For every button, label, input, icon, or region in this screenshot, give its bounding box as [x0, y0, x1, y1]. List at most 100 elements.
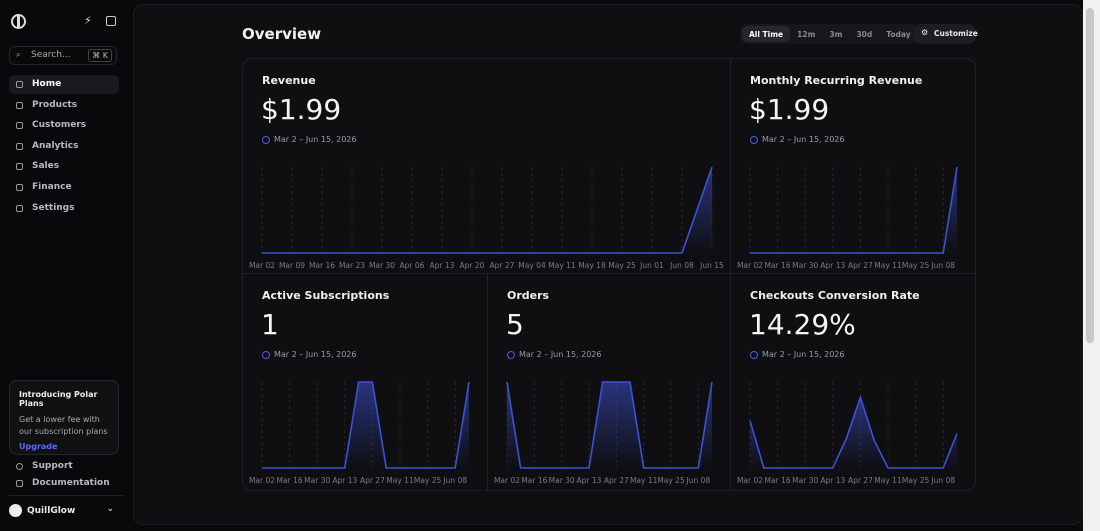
- card-title: Monthly Recurring Revenue: [750, 74, 923, 87]
- card-period: Mar 2 – Jun 15, 2026: [762, 350, 845, 359]
- nav-item[interactable]: Sales: [9, 157, 119, 176]
- range-option[interactable]: All Time: [742, 26, 791, 42]
- x-tick-label: May 25: [657, 476, 685, 485]
- nav-label: Finance: [32, 182, 72, 192]
- nav-label: Sales: [32, 161, 60, 172]
- x-tick-label: Apr 27: [848, 476, 873, 485]
- x-tick-label: Apr 20: [460, 261, 485, 270]
- line: [506, 381, 713, 469]
- logo[interactable]: [11, 14, 26, 29]
- area: [507, 382, 712, 468]
- x-tick-label: Jun 08: [930, 476, 955, 485]
- x-tick-label: May 25: [902, 476, 930, 485]
- x-tick-label: May 25: [902, 261, 930, 270]
- customize-label: Customize: [934, 29, 978, 38]
- x-tick-label: Mar 09: [279, 261, 305, 270]
- nav-item[interactable]: Home: [9, 75, 119, 94]
- org-name: QuillGlow: [27, 506, 76, 516]
- nav-item[interactable]: Settings: [9, 199, 119, 218]
- range-option[interactable]: 3m: [829, 30, 843, 39]
- nav-icon: [16, 163, 23, 171]
- x-tick-label: Jun 08: [669, 261, 694, 270]
- range-option[interactable]: Today: [886, 30, 911, 39]
- customize-icon: ⚙: [921, 28, 929, 37]
- metric-card: Revenue $1.99 Mar 2 – Jun 15, 2026 Mar 02 Ma…: [243, 59, 731, 274]
- nav-item[interactable]: Customers: [9, 116, 119, 135]
- sparkline-chart: Mar 02 Mar 16 Mar 30 Apr 13 Apr 27 May 11 May …: [494, 381, 713, 485]
- x-tick-label: Mar 30: [549, 476, 575, 485]
- period-dot: [750, 351, 758, 359]
- x-tick-label: Jun 08: [442, 476, 467, 485]
- period-dot: [262, 351, 270, 359]
- x-tick-label: Apr 27: [360, 476, 385, 485]
- footer-link[interactable]: Support: [9, 457, 119, 476]
- x-tick-label: May 11: [874, 476, 902, 485]
- x-tick-label: Apr 13: [820, 261, 845, 270]
- nav-item[interactable]: Analytics: [9, 137, 119, 156]
- period-dot: [262, 136, 270, 144]
- x-tick-label: May 11: [548, 261, 576, 270]
- metric-card: Active Subscriptions 1 Mar 2 – Jun 15, 202…: [243, 274, 488, 491]
- x-tick-label: May 18: [578, 261, 606, 270]
- card-period: Mar 2 – Jun 15, 2026: [762, 135, 845, 144]
- x-tick-label: May 25: [414, 476, 442, 485]
- sparkline-chart: Mar 02 Mar 16 Mar 30 Apr 13 Apr 27 May 11 May …: [737, 382, 958, 485]
- x-tick-label: Mar 02: [737, 476, 763, 485]
- footer-link[interactable]: Documentation: [9, 474, 119, 493]
- sidebar: ⚡ ⌕ Search... ⌘ K Home Products Customers A…: [0, 0, 133, 531]
- card-title: Revenue: [262, 74, 316, 87]
- range-option[interactable]: 12m: [797, 30, 816, 39]
- nav-label: Settings: [32, 202, 75, 213]
- nav-label: Customers: [32, 120, 87, 131]
- x-tick-label: Mar 16: [309, 261, 335, 270]
- nav-label: Home: [32, 79, 62, 89]
- metric-card: Checkouts Conversion Rate 14.29% Mar 2 – J…: [731, 274, 976, 491]
- x-tick-label: May 25: [608, 261, 636, 270]
- nav-item[interactable]: Products: [9, 96, 119, 115]
- x-tick-label: Apr 13: [820, 476, 845, 485]
- card-title: Orders: [507, 289, 550, 302]
- x-tick-label: Mar 30: [792, 261, 818, 270]
- metric-card: Orders 5 Mar 2 – Jun 15, 2026 Mar 02 Mar 16 M…: [488, 274, 731, 491]
- promo-text: Get a lower fee with our subscription pl…: [19, 415, 108, 436]
- x-tick-label: Apr 13: [430, 261, 455, 270]
- line: [262, 166, 713, 254]
- nav-label: Analytics: [32, 140, 79, 151]
- scrollbar-thumb[interactable]: [1086, 8, 1094, 343]
- chevron: ⌄: [106, 504, 114, 514]
- panel-icon[interactable]: [106, 16, 116, 26]
- main-panel: Overview All Time 12m 3m 30d Today ⚙ Customi…: [133, 4, 1083, 525]
- x-tick-label: Jun 01: [639, 261, 664, 270]
- x-tick-label: Mar 02: [249, 261, 275, 270]
- range-option[interactable]: 30d: [856, 30, 873, 39]
- card-value: 5: [506, 308, 524, 341]
- nav-icon: [16, 81, 23, 88]
- line: [750, 166, 958, 254]
- x-tick-label: Apr 27: [848, 261, 873, 270]
- customize-button[interactable]: ⚙ Customize: [913, 24, 978, 44]
- x-tick-label: Mar 30: [792, 476, 818, 485]
- line: [262, 381, 470, 469]
- footer-link-text: Documentation: [32, 478, 110, 488]
- nav-icon: [16, 122, 23, 130]
- org-switcher[interactable]: QuillGlow ⌄: [9, 495, 124, 517]
- card-period: Mar 2 – Jun 15, 2026: [274, 350, 357, 359]
- x-tick-label: Mar 16: [521, 476, 547, 485]
- card-value: $1.99: [261, 93, 342, 126]
- x-tick-label: May 11: [874, 261, 902, 270]
- sparkline-chart: Mar 02 Mar 16 Mar 30 Apr 13 Apr 27 May 11 May …: [737, 166, 958, 270]
- x-tick-label: Mar 16: [765, 476, 791, 485]
- nav-item[interactable]: Finance: [9, 178, 119, 197]
- card-value: 1: [261, 308, 279, 341]
- search[interactable]: ⌕ Search... ⌘ K: [9, 46, 117, 65]
- bolt-icon[interactable]: ⚡: [84, 14, 92, 27]
- x-tick-label: Jun 15: [699, 261, 724, 270]
- nav-icon: [16, 142, 23, 150]
- line: [749, 394, 958, 469]
- x-tick-label: Mar 16: [277, 476, 303, 485]
- x-tick-label: Apr 27: [490, 261, 515, 270]
- promo-link[interactable]: Upgrade: [19, 442, 58, 451]
- area: [262, 382, 469, 468]
- card-period: Mar 2 – Jun 15, 2026: [519, 350, 602, 359]
- page-title: Overview: [242, 25, 322, 43]
